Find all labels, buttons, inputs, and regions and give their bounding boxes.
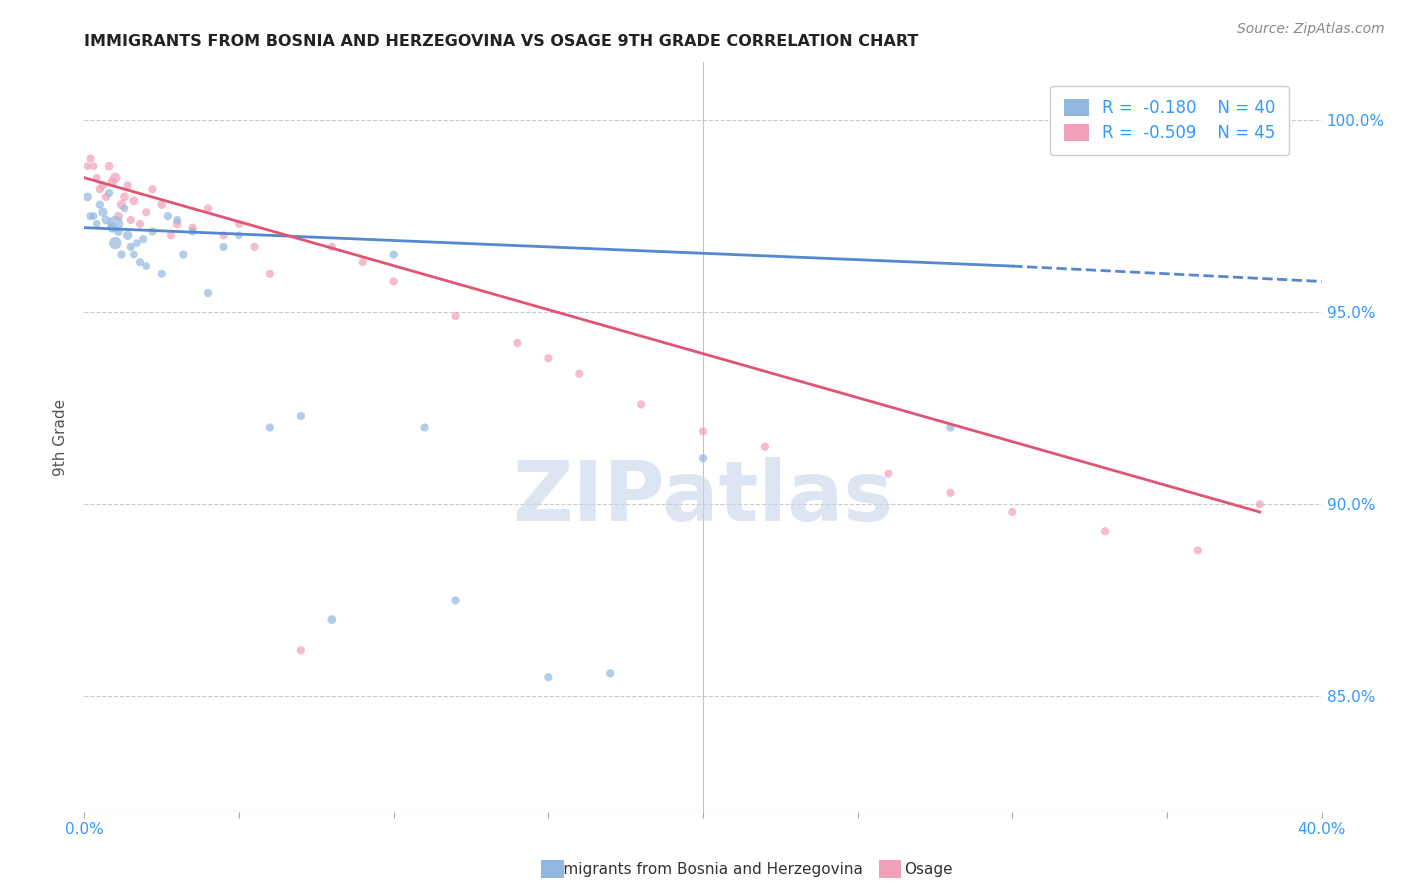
Point (877, 467, 900, 481)
Point (91, 205, 114, 219)
Text: ZIPatlas: ZIPatlas (513, 457, 893, 538)
Point (692, 425, 714, 439)
Point (537, 670, 560, 684)
Point (135, 205, 157, 219)
Point (630, 397, 652, 411)
Point (122, 194, 145, 208)
Point (104, 235, 127, 250)
Point (89, 182, 111, 196)
Point (259, 267, 281, 281)
Point (1094, 524, 1116, 539)
Text: IMMIGRANTS FROM BOSNIA AND HERZEGOVINA VS OSAGE 9TH GRADE CORRELATION CHART: IMMIGRANTS FROM BOSNIA AND HERZEGOVINA V… (84, 34, 918, 49)
Point (197, 202, 219, 216)
Point (444, 593, 467, 607)
Point (537, 351, 560, 366)
Point (114, 190, 136, 204)
Point (352, 255, 374, 269)
Point (212, 228, 235, 243)
Point (132, 232, 155, 246)
Point (141, 225, 163, 239)
Point (117, 178, 139, 193)
Point (110, 247, 132, 261)
Point (166, 213, 188, 227)
Point (107, 209, 129, 223)
Point (150, 197, 173, 211)
Point (94, 213, 117, 227)
Point (382, 247, 405, 261)
Point (1187, 543, 1209, 558)
Point (156, 209, 179, 223)
Point (91, 178, 114, 193)
Point (197, 285, 219, 300)
Point (444, 309, 467, 323)
Point (290, 643, 312, 657)
Point (79, 209, 101, 223)
Point (243, 240, 266, 254)
Point (141, 182, 163, 196)
Point (413, 420, 436, 434)
Point (76, 190, 98, 204)
Point (568, 367, 591, 381)
Point (83, 209, 105, 223)
Point (76, 159, 98, 173)
Point (110, 197, 132, 211)
Point (754, 440, 776, 454)
Point (150, 267, 173, 281)
Point (692, 451, 714, 466)
Point (599, 666, 621, 681)
Point (79, 152, 101, 166)
Point (104, 217, 127, 231)
Point (129, 255, 152, 269)
Point (259, 420, 281, 434)
Point (321, 613, 343, 627)
Point (172, 247, 194, 261)
Point (94, 190, 117, 204)
Text: Osage: Osage (904, 863, 952, 877)
Point (135, 259, 157, 273)
Legend: R =  -0.180    N = 40, R =  -0.509    N = 45: R = -0.180 N = 40, R = -0.509 N = 45 (1050, 86, 1288, 155)
Point (290, 409, 312, 423)
Y-axis label: 9th Grade: 9th Grade (53, 399, 69, 475)
Point (1249, 497, 1271, 511)
Point (228, 228, 250, 243)
Point (160, 228, 183, 243)
Point (939, 485, 962, 500)
Point (83, 159, 105, 173)
Point (506, 335, 529, 350)
Point (86, 170, 108, 185)
Point (98, 186, 121, 200)
Point (114, 202, 136, 216)
Point (101, 175, 124, 189)
Point (125, 235, 148, 250)
Point (181, 220, 204, 235)
Point (117, 228, 139, 243)
Point (939, 420, 962, 434)
Point (107, 225, 129, 239)
Point (228, 217, 250, 231)
Point (122, 247, 145, 261)
Text: Source: ZipAtlas.com: Source: ZipAtlas.com (1237, 22, 1385, 37)
Point (321, 240, 343, 254)
Point (98, 159, 121, 173)
Point (120, 213, 142, 227)
Point (382, 275, 405, 289)
Point (86, 217, 108, 231)
Point (129, 217, 152, 231)
Point (89, 197, 111, 211)
Point (101, 220, 124, 235)
Point (181, 225, 204, 239)
Point (212, 240, 235, 254)
Point (120, 240, 142, 254)
Point (1001, 505, 1024, 519)
Point (104, 170, 127, 185)
Text: Immigrants from Bosnia and Herzegovina: Immigrants from Bosnia and Herzegovina (544, 863, 862, 877)
Point (166, 217, 188, 231)
